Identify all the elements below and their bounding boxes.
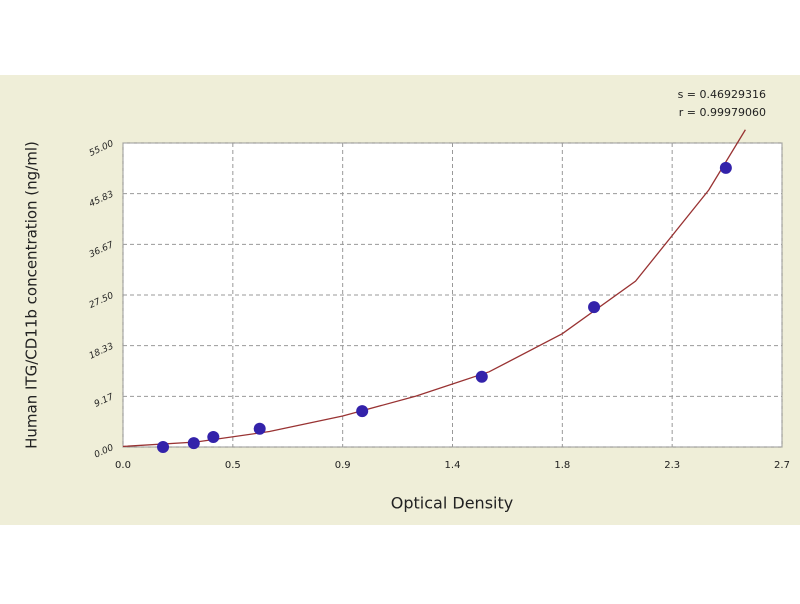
data-point [475,370,488,383]
x-tick-label: 1.4 [445,460,461,471]
data-point [157,441,170,453]
data-point [207,431,220,444]
fit-curve [123,129,746,447]
x-tick-label: 0.9 [335,460,351,471]
data-point [588,301,601,314]
data-point [356,405,369,418]
data-point [187,437,200,450]
y-axis-label: Human ITG/CD11b concentration (ng/ml) [23,141,41,449]
x-tick-label: 0.0 [115,460,131,471]
x-axis-label: Optical Density [391,494,513,513]
data-point [253,422,266,435]
x-tick-label: 2.7 [774,460,790,471]
annotation: s = 0.46929316 [678,88,766,101]
data-point [719,161,732,174]
x-tick-label: 1.8 [554,460,570,471]
annotation: r = 0.99979060 [679,106,766,119]
x-tick-label: 0.5 [225,460,241,471]
x-tick-label: 2.3 [664,460,680,471]
